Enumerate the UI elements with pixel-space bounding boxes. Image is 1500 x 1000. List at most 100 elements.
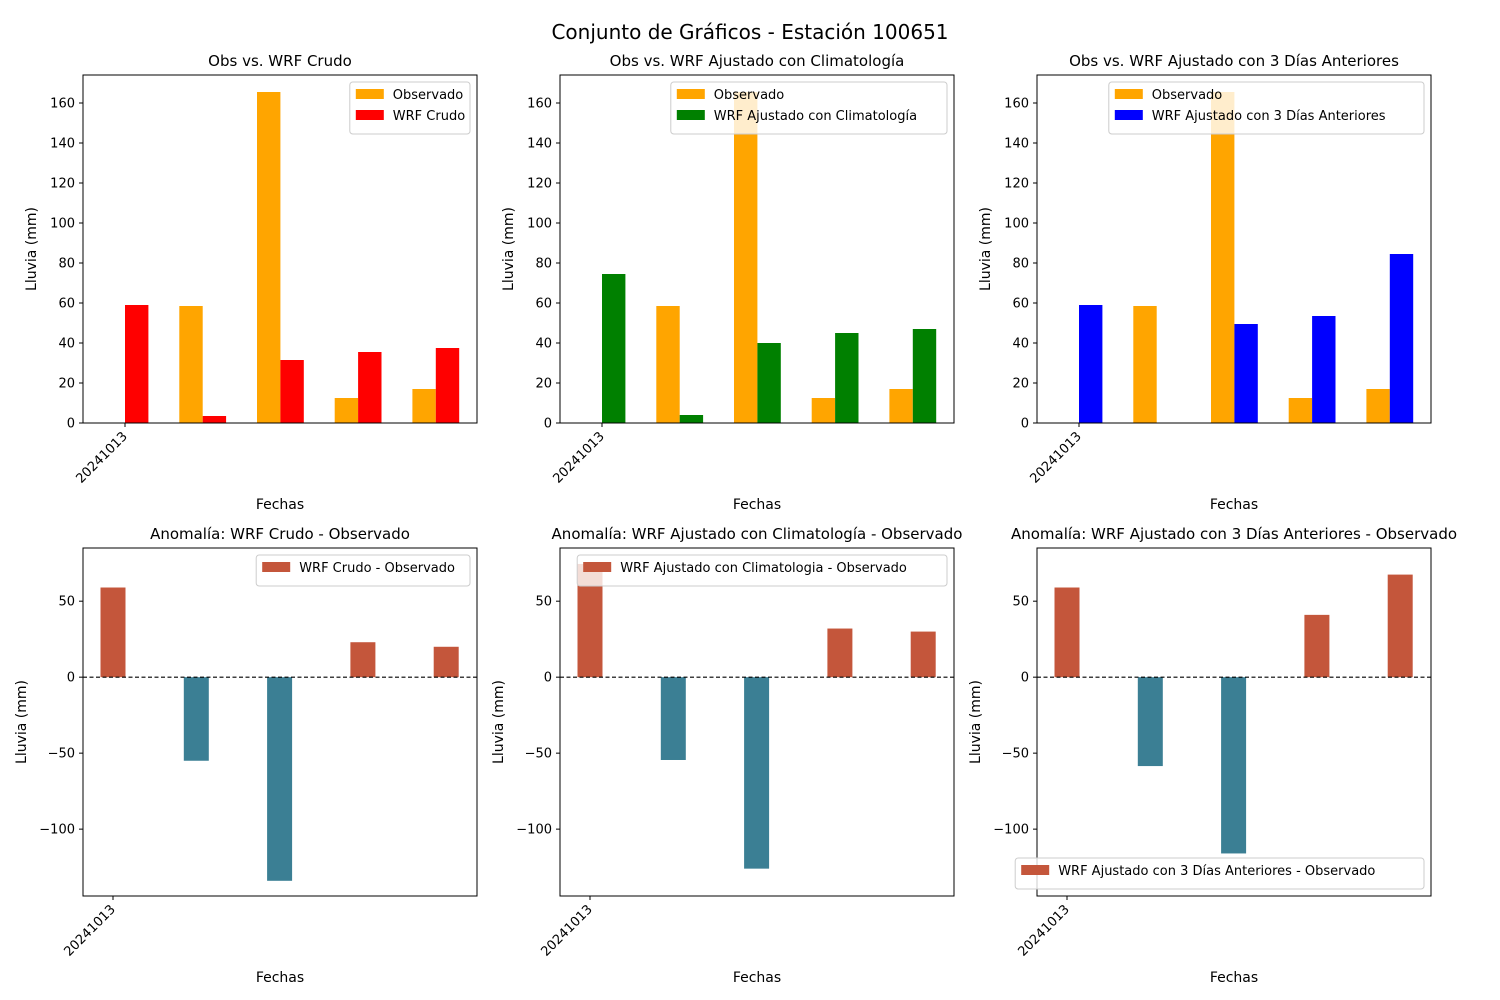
y-tick-label: 60 (535, 297, 552, 312)
bar-wrf-1 (202, 416, 227, 423)
y-tick-label: 80 (535, 257, 552, 272)
legend-swatch (1114, 89, 1143, 99)
y-tick-label: 100 (50, 217, 75, 232)
bar-anomalia-3 (350, 642, 376, 678)
bar-anomalia-3 (827, 628, 853, 678)
legend: Observado WRF Ajustado con 3 Días Anterio… (1108, 81, 1425, 135)
y-axis-label: Lluvia (mm) (491, 680, 507, 764)
y-tick-label: 0 (1021, 671, 1029, 686)
bar-wrf-4 (912, 329, 937, 423)
y-tick-label: 160 (50, 97, 75, 112)
bar-anomalia-1 (1137, 677, 1163, 767)
y-tick-label: 120 (527, 177, 552, 192)
bar-observado-4 (1366, 389, 1390, 423)
y-tick-label: 120 (1004, 177, 1029, 192)
chart-obs-vs-wrf-clim: Obs vs. WRF Ajustado con Climatología020… (501, 52, 955, 513)
y-tick-label: 120 (50, 177, 75, 192)
x-axis-label: Fechas (1210, 497, 1258, 513)
axes-frame (82, 74, 478, 424)
bar-anomalia-4 (433, 646, 459, 678)
chart-obs-vs-wrf-crudo: Obs vs. WRF Crudo 0 20 40 60 80 100 120 140 160 20… (24, 52, 478, 513)
y-tick-label: 50 (535, 595, 552, 610)
y-tick-label: 40 (1012, 337, 1029, 352)
bar-anomalia-2 (267, 677, 293, 881)
legend-label: WRF Ajustado con 3 Días Anteriores - Obs… (1058, 864, 1375, 879)
chart-anomalia-wrf-clim: Anomalía: WRF Ajustado con Climatología … (491, 525, 962, 986)
figure-title: Conjunto de Gráficos - Estación 100651 (551, 20, 948, 44)
legend-label: WRF Ajustado con Climatología (714, 109, 917, 124)
x-tick-label: 20241013 (73, 429, 130, 486)
x-axis-label: Fechas (733, 497, 781, 513)
y-tick-label: 20 (58, 377, 75, 392)
bar-wrf-4 (1389, 254, 1414, 423)
legend-label: WRF Ajustado con 3 Días Anteriores (1152, 109, 1386, 124)
bar-wrf-0 (1079, 305, 1103, 423)
legend-label: Observado (714, 88, 785, 103)
legend-swatch (355, 110, 384, 120)
chart-title: Anomalía: WRF Ajustado con 3 Días Anteri… (1011, 525, 1457, 543)
y-tick-label: 40 (535, 337, 552, 352)
x-axis-label: Fechas (1210, 970, 1258, 986)
y-tick-label: −50 (48, 747, 75, 762)
bar-observado-2 (257, 92, 281, 423)
chart-title: Obs vs. WRF Crudo (208, 52, 352, 70)
x-axis-label: Fechas (733, 970, 781, 986)
legend-label: Observado (1152, 88, 1223, 103)
y-tick-label: −100 (993, 823, 1029, 838)
y-tick-label: 80 (1012, 257, 1029, 272)
legend-swatch (262, 562, 291, 572)
axes-frame (82, 547, 478, 897)
axes-frame (559, 547, 955, 897)
y-axis-label: Lluvia (mm) (501, 207, 517, 291)
legend: WRF Ajustado con Climatologia - Observad… (576, 554, 948, 587)
y-tick-label: 20 (535, 377, 552, 392)
y-tick-label: −50 (1002, 747, 1029, 762)
legend-swatch (1114, 110, 1143, 120)
y-tick-label: 20 (1012, 377, 1029, 392)
axes-frame (1036, 547, 1432, 897)
y-tick-label: 160 (1004, 97, 1029, 112)
legend-label: WRF Ajustado con Climatologia - Observad… (620, 561, 907, 576)
bar-anomalia-1 (183, 677, 209, 761)
y-tick-label: 80 (58, 257, 75, 272)
bar-anomalia-2 (1221, 677, 1247, 854)
bar-observado-3 (811, 398, 836, 423)
legend-swatch (676, 89, 705, 99)
legend-frame (1014, 857, 1425, 890)
legend-swatch (583, 562, 612, 572)
axes-frame (1036, 74, 1432, 424)
legend: WRF Crudo - Observado (255, 554, 471, 587)
y-tick-label: −100 (516, 823, 552, 838)
chart-anomalia-wrf-3dias: Anomalía: WRF Ajustado con 3 Días Anteri… (968, 525, 1457, 986)
axes-frame (559, 74, 955, 424)
legend: Observado WRF Crudo (349, 81, 471, 135)
y-tick-label: 140 (527, 137, 552, 152)
x-axis-label: Fechas (256, 970, 304, 986)
chart-obs-vs-wrf-3dias: Obs vs. WRF Ajustado con 3 Días Anterior… (978, 52, 1432, 513)
y-tick-label: 0 (544, 417, 552, 432)
y-axis-label: Lluvia (mm) (968, 680, 984, 764)
bar-anomalia-4 (1387, 574, 1413, 678)
y-tick-label: 0 (544, 671, 552, 686)
y-tick-label: 50 (1012, 595, 1029, 610)
y-tick-label: 140 (50, 137, 75, 152)
bar-anomalia-0 (100, 587, 126, 678)
y-tick-label: 50 (58, 595, 75, 610)
bar-wrf-4 (435, 348, 460, 423)
bar-observado-3 (1288, 398, 1313, 423)
y-axis-label: Lluvia (mm) (24, 207, 40, 291)
y-tick-label: 0 (67, 671, 75, 686)
y-tick-label: 100 (527, 217, 552, 232)
legend-label: WRF Crudo (393, 109, 465, 124)
legend-swatch (676, 110, 705, 120)
bar-observado-1 (656, 306, 680, 423)
y-tick-label: −100 (39, 823, 75, 838)
chart-anomalia-wrf-crudo: Anomalía: WRF Crudo - Observado −100 −50 0 5… (14, 525, 478, 986)
bar-wrf-2 (280, 360, 304, 423)
bar-observado-1 (179, 306, 203, 423)
x-tick-label: 20241013 (1015, 902, 1072, 959)
x-axis-label: Fechas (256, 497, 304, 513)
bar-observado-2 (734, 92, 758, 423)
bar-anomalia-0 (1054, 587, 1080, 678)
